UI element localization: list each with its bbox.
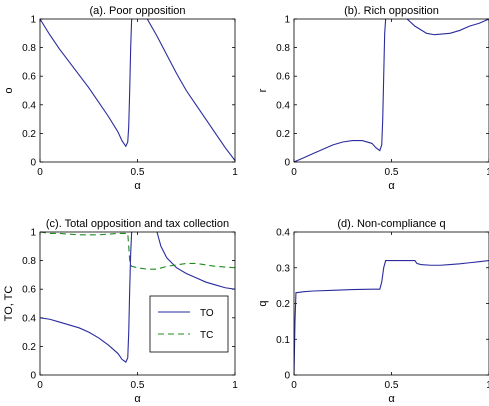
- y-tick-label: 0.4: [22, 313, 36, 324]
- x-tick-label: 0: [37, 380, 43, 391]
- y-tick-label: 0.6: [22, 285, 36, 296]
- y-tick-label: 0.8: [22, 256, 36, 267]
- x-tick-label: 0.5: [385, 167, 399, 178]
- legend: TO TC: [149, 295, 229, 353]
- plot-frame: [293, 231, 489, 376]
- x-tick-label: 1: [486, 167, 489, 178]
- y-tick-label: 0: [284, 371, 290, 382]
- x-tick-label: 1: [232, 167, 238, 178]
- y-tick-label: 0.8: [276, 43, 290, 54]
- panel-c: (c). Total opposition and tax collection…: [3, 218, 238, 405]
- y-axis-label: r: [257, 88, 269, 92]
- x-axis-label: α: [388, 180, 395, 192]
- x-axis-label: α: [134, 393, 141, 405]
- y-tick-label: 0.3: [276, 263, 290, 274]
- series-line-0-seg-1: [406, 19, 489, 36]
- y-tick-label: 0.4: [276, 100, 290, 111]
- panel-a: (a). Poor opposition 0 0.5 1 0 0.2 0.4 0.6 0.8 1 α…: [3, 5, 238, 192]
- panel-title: (d). Non-compliance q: [337, 218, 445, 230]
- plot-frame: [293, 18, 489, 163]
- y-tick-label: 0: [30, 158, 36, 169]
- x-tick-label: 0.5: [385, 380, 399, 391]
- x-tick-label: 0: [291, 167, 297, 178]
- y-tick-label: 0.6: [22, 72, 36, 83]
- x-tick-label: 0: [291, 380, 297, 391]
- plot-frame: [39, 231, 236, 376]
- series-line-0-seg-0: [294, 19, 387, 162]
- y-tick-label: 0.8: [22, 43, 36, 54]
- series-line-0-seg-0: [40, 19, 133, 148]
- legend-box: [149, 295, 229, 353]
- y-tick-label: 1: [30, 15, 36, 26]
- y-tick-label: 0.2: [22, 342, 36, 353]
- y-tick-label: 1: [30, 228, 36, 239]
- panel-d: (d). Non-compliance q 0 0.5 1 0 0.1 0.2 0.3 0.4 α…: [257, 218, 489, 405]
- y-tick-label: 0.2: [276, 129, 290, 140]
- series-line-tc-seg-0: [40, 232, 235, 270]
- y-tick-label: 1: [284, 15, 290, 26]
- panel-b: (b). Rich opposition 0 0.5 1 0 0.2 0.4 0.6 0.8 1 α…: [257, 5, 489, 192]
- series-line-0-seg-0: [294, 260, 489, 375]
- y-axis-label: q: [257, 300, 269, 306]
- y-tick-label: 0.6: [276, 72, 290, 83]
- x-tick-label: 1: [232, 380, 238, 391]
- series-line-to-seg-0: [40, 232, 133, 363]
- x-axis-label: α: [388, 393, 395, 405]
- panel-title: (a). Poor opposition: [90, 5, 186, 17]
- x-tick-label: 0.5: [131, 167, 145, 178]
- legend-label-to: TO: [200, 308, 214, 319]
- y-tick-label: 0.1: [276, 335, 290, 346]
- x-tick-label: 0.5: [131, 380, 145, 391]
- y-tick-label: 0.2: [22, 129, 36, 140]
- x-axis-label: α: [134, 180, 141, 192]
- legend-label-tc: TC: [200, 330, 213, 341]
- panel-title: (b). Rich opposition: [344, 5, 439, 17]
- y-tick-label: 0.2: [276, 299, 290, 310]
- x-tick-label: 1: [486, 380, 489, 391]
- plot-frame: [39, 18, 236, 163]
- y-axis-label: o: [3, 87, 15, 93]
- y-tick-label: 0: [284, 158, 290, 169]
- panel-title: (c). Total opposition and tax collection: [46, 218, 229, 230]
- y-axis-label: TO, TC: [3, 286, 15, 322]
- y-tick-label: 0: [30, 371, 36, 382]
- y-tick-label: 0.4: [22, 100, 36, 111]
- series-line-to-seg-1: [156, 232, 235, 290]
- y-tick-label: 0.4: [276, 228, 290, 239]
- x-tick-label: 0: [37, 167, 43, 178]
- series-line-0-seg-1: [146, 19, 235, 161]
